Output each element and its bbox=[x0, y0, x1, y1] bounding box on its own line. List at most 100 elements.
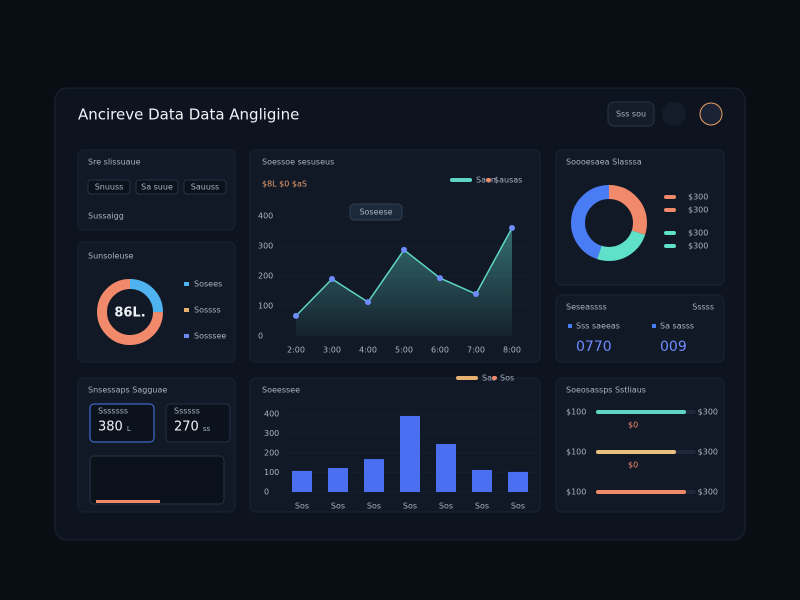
legend-label: $300 bbox=[688, 193, 708, 202]
header-button[interactable] bbox=[607, 101, 655, 127]
row-label: $100 bbox=[566, 448, 586, 457]
point bbox=[509, 225, 515, 231]
legend-swatch bbox=[664, 231, 676, 235]
bar bbox=[400, 415, 420, 492]
summary-footer: Sussaigg bbox=[88, 212, 124, 221]
row-end: $300 bbox=[698, 408, 718, 417]
item-value: 0770 bbox=[576, 339, 612, 355]
corner-label: Sssss bbox=[692, 303, 714, 312]
item-value: 009 bbox=[660, 339, 687, 355]
bar bbox=[472, 469, 492, 492]
y-tick-label: 100 bbox=[258, 302, 273, 311]
card-title: Sre slissuaue bbox=[88, 158, 141, 167]
legend-label: Sossss bbox=[194, 306, 221, 315]
area bbox=[296, 228, 512, 336]
legend-swatch bbox=[652, 324, 656, 328]
card bbox=[555, 294, 725, 363]
avatar[interactable] bbox=[699, 102, 723, 126]
row-end: $300 bbox=[698, 448, 718, 457]
legend-swatch bbox=[184, 308, 189, 312]
tag bbox=[135, 179, 179, 195]
header-button-label: Sss sou bbox=[616, 110, 646, 119]
row-label: $100 bbox=[566, 488, 586, 497]
x-tick-label: Sos bbox=[439, 502, 453, 511]
progress-bar bbox=[596, 410, 686, 414]
item-label: Sss saeeas bbox=[576, 322, 620, 331]
legend-swatch bbox=[184, 282, 189, 286]
x-tick-label: Sos bbox=[511, 502, 525, 511]
tag bbox=[87, 179, 131, 195]
legend-swatch bbox=[664, 208, 676, 212]
bar bbox=[292, 470, 312, 492]
y-tick-label: 300 bbox=[258, 242, 273, 251]
donut-segment bbox=[97, 279, 163, 345]
donut-segment bbox=[571, 185, 647, 261]
x-tick-label: Sos bbox=[295, 502, 309, 511]
goal-unit: L bbox=[127, 425, 131, 433]
x-tick-label: 5:00 bbox=[395, 346, 413, 355]
legend-swatch bbox=[664, 195, 676, 199]
bar bbox=[436, 444, 456, 492]
tag-label: Sauuss bbox=[191, 183, 219, 192]
goal-value: 380 bbox=[98, 420, 123, 435]
goal-card bbox=[165, 403, 231, 443]
card-title: Soooesaea Slasssa bbox=[566, 158, 642, 167]
goal-unit: ss bbox=[203, 425, 211, 433]
legend-label: $ausas bbox=[494, 176, 522, 185]
goal-label: Ssssss bbox=[174, 407, 200, 416]
y-tick-label: 200 bbox=[258, 272, 273, 281]
legend-label: Sos bbox=[500, 374, 514, 383]
y-tick-label: 100 bbox=[264, 468, 279, 477]
goal-card bbox=[89, 403, 155, 443]
legend-label: Saen bbox=[476, 176, 496, 185]
legend-swatch bbox=[568, 324, 572, 328]
tag-label: Sa suue bbox=[141, 183, 173, 192]
x-tick-label: Sos bbox=[475, 502, 489, 511]
y-tick-label: 400 bbox=[264, 410, 279, 419]
y-tick-label: 0 bbox=[264, 488, 269, 497]
card-title: Soeosassps Sstliaus bbox=[566, 386, 646, 395]
card-title: Soeessee bbox=[262, 386, 300, 395]
x-tick-label: Sos bbox=[403, 502, 417, 511]
tooltip-label: Soseese bbox=[359, 208, 392, 217]
legend-label: Sosssee bbox=[194, 332, 226, 341]
progress-bar bbox=[596, 450, 676, 454]
x-tick-label: 2:00 bbox=[287, 346, 305, 355]
subtitle: $8L $0 $aS bbox=[262, 180, 307, 189]
item-label: Sa sasss bbox=[660, 322, 694, 331]
card-title: Snsessaps Sagguae bbox=[88, 386, 167, 395]
x-tick-label: 8:00 bbox=[503, 346, 521, 355]
point bbox=[365, 299, 371, 306]
bar bbox=[328, 468, 348, 492]
tag-label: Snuuss bbox=[95, 183, 124, 192]
progress-bar bbox=[596, 490, 686, 494]
legend-swatch bbox=[450, 178, 472, 182]
row-end: $300 bbox=[698, 488, 718, 497]
point bbox=[401, 246, 407, 253]
icon-button[interactable] bbox=[662, 102, 686, 126]
legend-label: $300 bbox=[688, 206, 708, 215]
legend-swatch bbox=[184, 334, 189, 338]
goal-label: Sssssss bbox=[98, 407, 128, 416]
tag bbox=[183, 179, 227, 195]
title: Ancireve Data Data Angligine bbox=[78, 106, 299, 124]
point bbox=[437, 275, 443, 282]
card bbox=[249, 377, 541, 513]
card-title: Soessoe sesuseus bbox=[262, 158, 334, 167]
x-tick-label: 7:00 bbox=[467, 346, 485, 355]
row-note: $0 bbox=[628, 461, 638, 470]
row-note: $0 bbox=[628, 421, 638, 430]
donut-center: 86L. bbox=[114, 306, 145, 321]
legend-swatch bbox=[492, 376, 497, 380]
card-title: Seseassss bbox=[566, 303, 607, 312]
legend-label: Sas bbox=[482, 374, 496, 383]
x-tick-label: Sos bbox=[367, 502, 381, 511]
x-tick-label: 3:00 bbox=[323, 346, 341, 355]
card-title: Sunsoleuse bbox=[88, 252, 134, 261]
legend-swatch bbox=[664, 244, 676, 248]
x-tick-label: Sos bbox=[331, 502, 345, 511]
point bbox=[473, 291, 479, 297]
y-tick-label: 200 bbox=[264, 449, 279, 458]
legend-label: $300 bbox=[688, 242, 708, 251]
